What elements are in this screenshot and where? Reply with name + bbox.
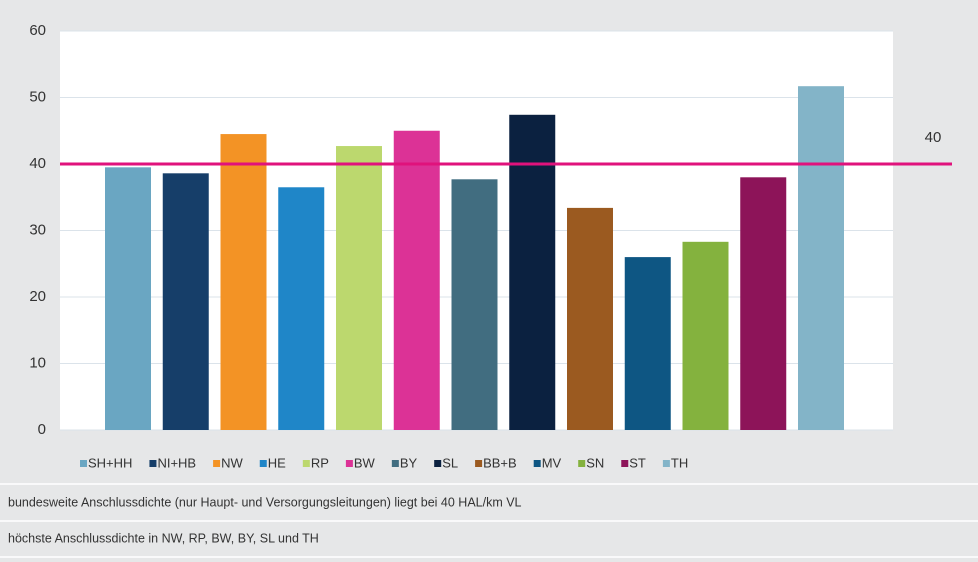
legend-swatch — [434, 460, 442, 467]
bar — [624, 257, 671, 430]
legend-swatch — [621, 460, 629, 467]
legend-label: RP — [311, 455, 329, 470]
bar — [798, 86, 844, 430]
bar — [278, 187, 325, 430]
y-tick-label: 50 — [29, 88, 46, 105]
legend-label: SH+HH — [88, 455, 132, 470]
bar — [451, 179, 498, 430]
legend-label: TH — [671, 455, 688, 470]
bar — [682, 241, 729, 430]
legend-swatch — [80, 460, 87, 467]
y-tick-label: 30 — [29, 221, 46, 238]
legend-label: NW — [221, 455, 243, 470]
legend-swatch — [475, 460, 483, 467]
bar — [336, 146, 382, 431]
legend-label: ST — [629, 455, 646, 470]
legend-label: BY — [400, 455, 418, 470]
legend-label: BW — [354, 455, 376, 470]
legend-swatch — [213, 460, 221, 467]
y-tick-label: 40 — [29, 155, 46, 172]
legend-label: SL — [442, 455, 458, 470]
bar — [220, 134, 267, 430]
legend-label: NI+HB — [157, 455, 196, 470]
legend-swatch — [533, 460, 541, 467]
bar — [105, 167, 151, 430]
legend-swatch — [391, 460, 399, 467]
legend-label: SN — [586, 455, 604, 470]
legend-swatch — [662, 460, 670, 467]
note: bundesweite Anschlussdichte (nur Haupt- … — [8, 495, 522, 509]
y-tick-label: 0 — [38, 421, 46, 438]
y-tick-label: 20 — [29, 288, 46, 305]
legend-label: MV — [542, 455, 562, 470]
bar — [393, 130, 440, 430]
bar — [509, 114, 556, 430]
legend-swatch — [345, 460, 353, 467]
reference-label: 40 — [925, 129, 942, 146]
bar — [162, 173, 209, 430]
legend-label: BB+B — [483, 455, 517, 470]
y-tick-label: 10 — [29, 354, 46, 371]
legend-swatch — [578, 460, 586, 467]
legend-swatch — [149, 460, 157, 467]
legend-swatch — [302, 460, 310, 467]
y-tick-label: 60 — [29, 22, 46, 39]
bar — [740, 177, 787, 430]
legend-swatch — [259, 460, 267, 467]
note: höchste Anschlussdichte in NW, RP, BW, B… — [8, 531, 319, 545]
legend-label: HE — [268, 455, 286, 470]
bar — [567, 207, 613, 430]
